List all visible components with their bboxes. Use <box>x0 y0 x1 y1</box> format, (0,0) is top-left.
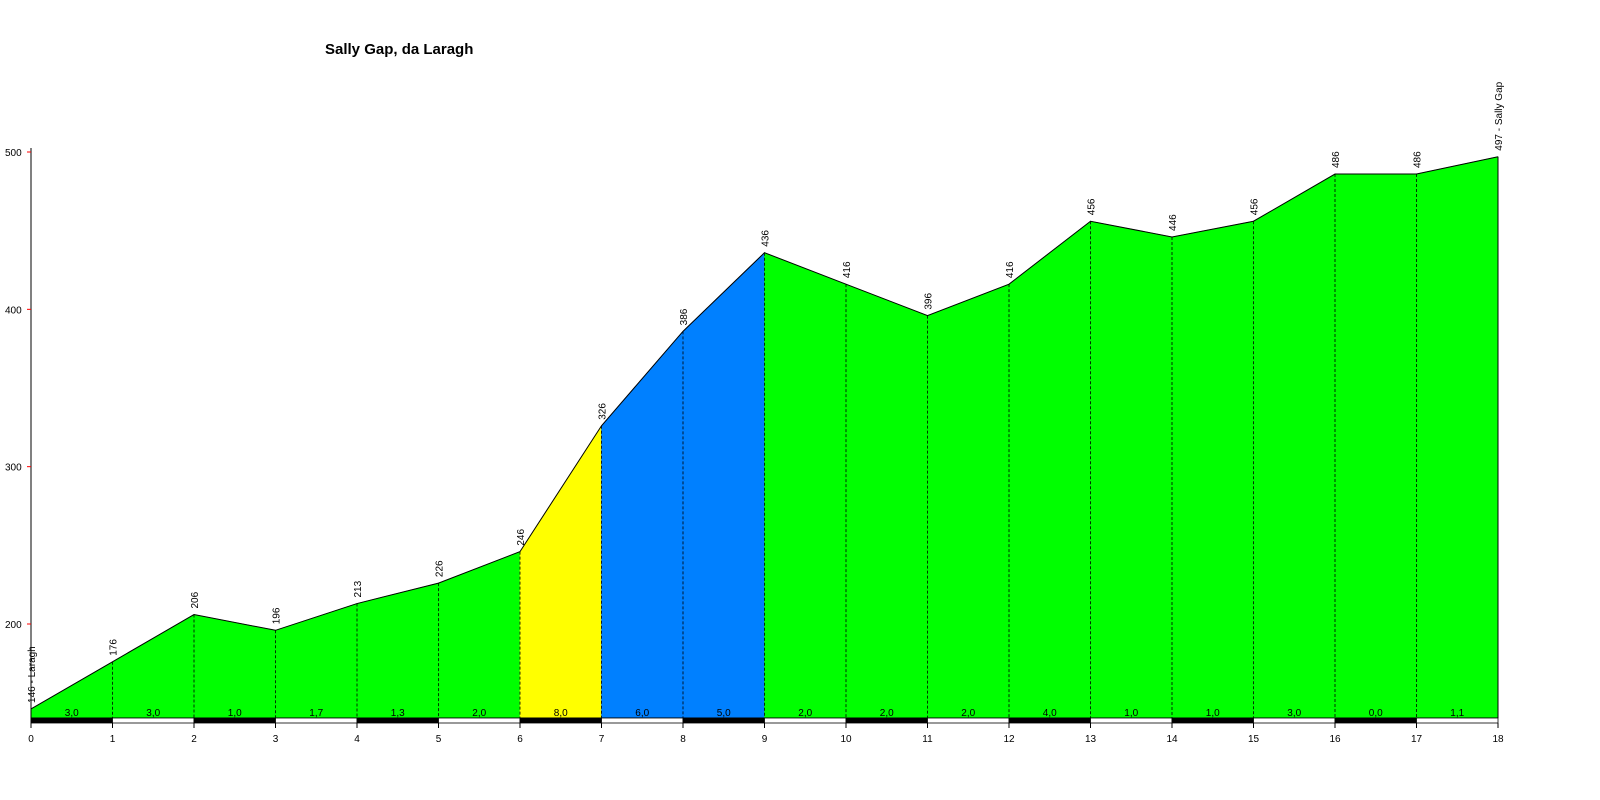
segment-fill <box>764 252 847 719</box>
elevation-label: 213 <box>353 580 364 597</box>
x-tick-label: 9 <box>762 734 768 745</box>
elevation-label: 497 - Sally Gap <box>1494 81 1505 150</box>
elevation-label: 326 <box>598 403 609 420</box>
segment-fill <box>1008 220 1091 719</box>
segment-gradient-label: 3,0 <box>1287 708 1301 719</box>
elevation-label: 416 <box>842 261 853 278</box>
x-tick-label: 7 <box>599 734 605 745</box>
x-tick-label: 16 <box>1329 734 1341 745</box>
segment-fill <box>193 614 276 719</box>
x-axis: 0 1 2 3 4 5 6 7 8 9 10 11 12 13 14 15 16 17 18 <box>28 723 1504 745</box>
segment-gradient-label: 0,0 <box>1369 708 1383 719</box>
segment-gradient-label: 3,0 <box>146 708 160 719</box>
segment-gradient-label: 3,0 <box>65 708 79 719</box>
segment-gradient-label: 2,0 <box>798 708 812 719</box>
segment-fill <box>275 603 358 719</box>
elevation-label: 246 <box>516 529 527 546</box>
gradient-strip-block <box>1416 717 1499 724</box>
elevation-label: 396 <box>924 293 935 310</box>
x-tick-label: 18 <box>1492 734 1504 745</box>
segment-gradient-label: 1,1 <box>1450 708 1464 719</box>
y-axis: 200 300 400 500 <box>5 148 32 724</box>
x-tick-label: 2 <box>191 734 197 745</box>
segment-gradient-label: 2,0 <box>961 708 975 719</box>
elevation-label: 436 <box>761 230 772 247</box>
segment-gradient-label: 1,3 <box>391 708 405 719</box>
x-tick-label: 3 <box>273 734 279 745</box>
x-tick-label: 13 <box>1085 734 1097 745</box>
elevation-label: 456 <box>1087 198 1098 215</box>
x-tick-label: 15 <box>1248 734 1260 745</box>
segment-gradient-label: 1,0 <box>1124 708 1138 719</box>
segment-fill <box>1253 173 1336 719</box>
x-tick-label: 14 <box>1166 734 1178 745</box>
elevation-label: 486 <box>1413 151 1424 168</box>
segment-gradient-label: 5,0 <box>717 708 731 719</box>
x-tick-label: 1 <box>110 734 116 745</box>
x-tick-label: 10 <box>840 734 852 745</box>
elevation-label: 226 <box>435 560 446 577</box>
segment-gradient-label: 8,0 <box>554 708 568 719</box>
elevation-label: 416 <box>1005 261 1016 278</box>
y-tick-label: 400 <box>5 305 22 316</box>
km-dividers <box>112 174 1417 718</box>
segment-fill <box>682 251 765 719</box>
segment-fill <box>1090 220 1173 719</box>
gradient-strip: 3,0 3,0 1,0 1,7 1,3 2,0 8,0 6,0 5,0 2,0 2,0 2,0 4,0 1… <box>30 708 1499 724</box>
segment-fill <box>927 283 1010 719</box>
y-tick-label: 200 <box>5 620 22 631</box>
segment-gradient-label: 1,0 <box>228 708 242 719</box>
y-tick-label: 500 <box>5 148 22 159</box>
x-tick-label: 17 <box>1411 734 1423 745</box>
segment-fills <box>30 156 1499 719</box>
elevation-label: 446 <box>1168 214 1179 231</box>
elevation-label: 146 - Laragh <box>27 646 38 703</box>
elevation-label: 456 <box>1250 198 1261 215</box>
x-tick-label: 8 <box>680 734 686 745</box>
elevation-label: 386 <box>679 308 690 325</box>
segment-fill <box>1416 156 1499 719</box>
x-tick-label: 12 <box>1003 734 1015 745</box>
chart-title: Sally Gap, da Laragh <box>325 41 473 58</box>
elevation-label: 176 <box>109 639 120 656</box>
segment-fill <box>601 330 684 719</box>
segment-fill <box>438 551 521 719</box>
elevation-label: 486 <box>1331 151 1342 168</box>
segment-fill <box>845 283 928 719</box>
segment-fill <box>356 582 439 719</box>
elevation-label: 196 <box>272 607 283 624</box>
x-tick-label: 6 <box>517 734 523 745</box>
elevation-labels: 146 - Laragh 176 206 196 213 226 246 326 386 436 4… <box>27 81 1505 703</box>
segment-gradient-label: 2,0 <box>472 708 486 719</box>
segment-gradient-label: 4,0 <box>1043 708 1057 719</box>
segment-fill <box>1334 173 1417 719</box>
y-tick-label: 300 <box>5 463 22 474</box>
x-tick-label: 0 <box>28 734 34 745</box>
segment-gradient-label: 2,0 <box>880 708 894 719</box>
segment-fill <box>112 614 195 719</box>
x-tick-label: 4 <box>354 734 360 745</box>
segment-gradient-label: 1,0 <box>1206 708 1220 719</box>
elevation-label: 206 <box>190 591 201 608</box>
segment-gradient-label: 1,7 <box>309 708 323 719</box>
segment-gradient-label: 6,0 <box>635 708 649 719</box>
x-tick-label: 11 <box>922 734 933 745</box>
segment-fill <box>519 424 602 719</box>
x-tick-label: 5 <box>436 734 442 745</box>
segment-fill <box>1171 220 1254 719</box>
